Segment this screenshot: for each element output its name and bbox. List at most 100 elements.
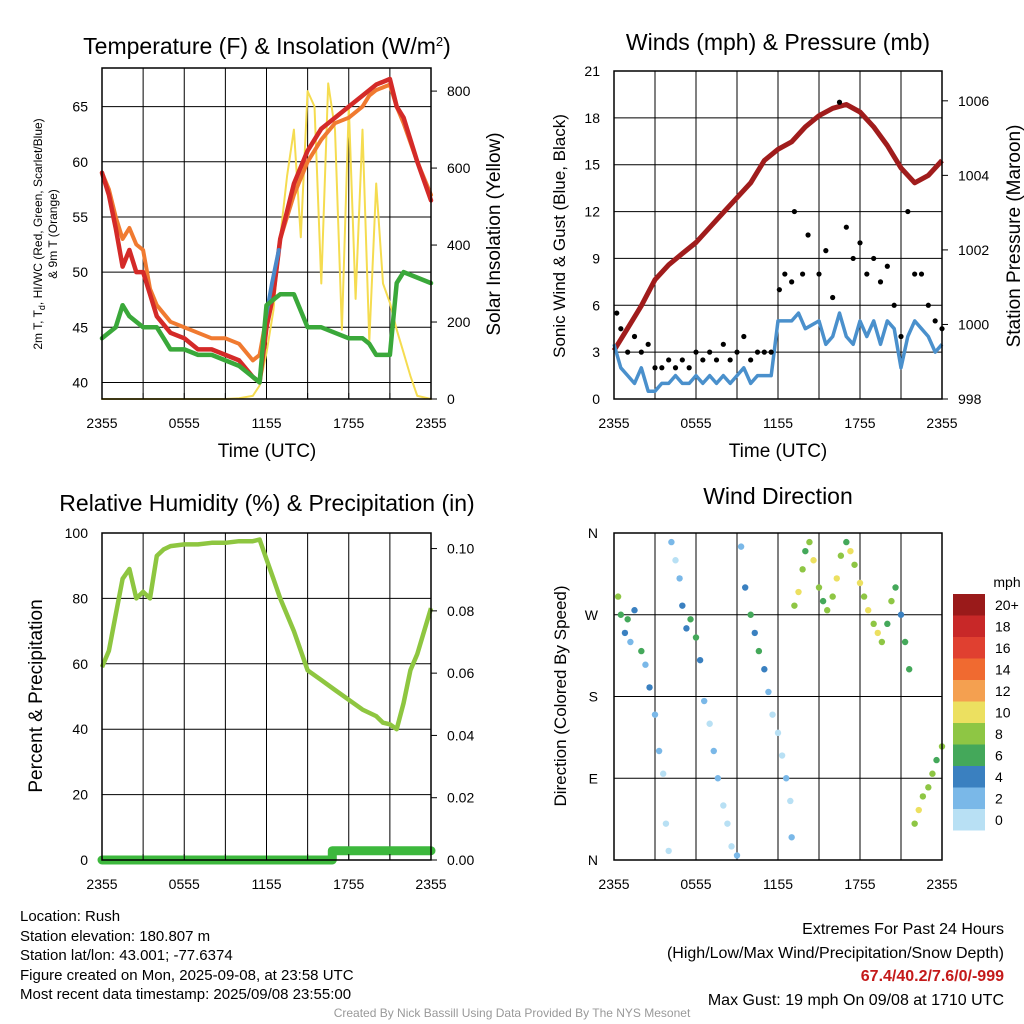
colorbar-label: 8 [995, 726, 1003, 742]
direction-point [724, 820, 731, 827]
dir-y-tick-label: N [588, 525, 598, 541]
colorbar-swatch [953, 766, 985, 788]
colorbar-swatch [953, 594, 985, 616]
direction-point [802, 547, 809, 555]
wind-x-axis-label: Time (UTC) [729, 441, 828, 462]
direction-point [860, 593, 868, 600]
rh-x-tick-label: 2355 [86, 876, 117, 892]
direction-point [870, 620, 877, 628]
gust-point [918, 271, 925, 277]
direction-point [631, 607, 638, 614]
direction-point [829, 593, 836, 600]
gust-point [748, 357, 754, 363]
dir-x-tick-label: 1155 [763, 876, 793, 892]
direction-point [824, 607, 831, 614]
direction-point [683, 625, 690, 632]
wind-y2-tick-label: 1002 [958, 242, 989, 258]
gust-point [638, 349, 644, 355]
direction-point [692, 634, 700, 641]
rh-x-tick-label: 2355 [415, 876, 446, 892]
gust-point [791, 208, 798, 215]
direction-point [755, 647, 763, 655]
rh-y2-tick-label: 0.04 [447, 727, 474, 743]
direction-point [765, 688, 772, 696]
gust-point [659, 365, 665, 371]
direction-point [815, 584, 823, 591]
temp-y2-axis-label: Solar Insolation (Yellow) [484, 132, 505, 335]
wind-x-tick-label: 0555 [680, 415, 711, 431]
gust-point [761, 349, 767, 355]
wind-x-tick-label: 2355 [598, 415, 629, 431]
wind-y-tick-label: 15 [584, 157, 600, 173]
temp-panel-title: Temperature (F) & Insolation (W/m2) [83, 33, 451, 59]
wind-y2-tick-label: 1004 [958, 167, 989, 183]
dir-x-tick-label: 2355 [926, 876, 957, 892]
wind-x-tick-label: 1755 [844, 415, 875, 431]
direction-point [617, 611, 625, 618]
humidity-precip-panel: Relative Humidity (%) & Precipitation (i… [26, 490, 475, 892]
direction-point [888, 597, 895, 605]
direction-point [646, 684, 653, 691]
direction-point [810, 557, 817, 564]
rh-y-tick-label: 100 [65, 525, 89, 541]
temp-x-tick-label: 2355 [86, 415, 117, 431]
direction-point [774, 729, 782, 737]
wind-y2-axis-label: Station Pressure (Maroon) [1004, 125, 1024, 348]
gust-point [925, 302, 931, 308]
gust-point [700, 357, 706, 363]
gust-point [871, 255, 877, 262]
dir-y-tick-label: W [585, 607, 599, 623]
rh-series-line [99, 537, 434, 732]
extremes-heading: Extremes For Past 24 Hours [802, 921, 1004, 938]
direction-point [638, 647, 645, 655]
gust-point [652, 365, 658, 371]
rh-y2-tick-label: 0.06 [447, 665, 474, 681]
gust-point [672, 365, 679, 371]
wind-pressure-panel: Winds (mph) & Pressure (mb) 2355 0555 1155… [550, 29, 1024, 462]
direction-point [714, 775, 722, 782]
gust-point [631, 333, 638, 340]
direction-point [687, 616, 694, 623]
direction-point [851, 561, 858, 568]
rh-panel-title: Relative Humidity (%) & Precipitation (i… [59, 490, 474, 516]
gust-point [645, 341, 651, 347]
direction-point [679, 602, 686, 609]
rh-x-tick-label: 1755 [333, 876, 364, 892]
gust-point [850, 255, 856, 262]
gust-point [830, 294, 836, 301]
direction-point [733, 852, 741, 859]
direction-point [791, 602, 798, 609]
temp-y2-tick-label: 800 [447, 83, 471, 99]
wind-y2-tick-label: 1000 [958, 316, 989, 332]
rh-y2-tick-label: 0.08 [447, 603, 474, 619]
direction-point [665, 847, 672, 855]
colorbar-label: 10 [995, 705, 1011, 721]
gust-point [776, 287, 782, 293]
colorbar-label: 4 [995, 769, 1003, 785]
temp-x-tick-label: 1155 [251, 415, 281, 431]
gust-point [912, 271, 918, 277]
direction-point [614, 593, 622, 600]
direction-point [833, 575, 840, 582]
gust-point [789, 279, 795, 285]
direction-point [642, 661, 649, 668]
temp-y2-tick-label: 600 [447, 160, 471, 176]
gust-point [666, 357, 672, 363]
wind-y2-tick-label: 1006 [958, 93, 989, 109]
colorbar-label: 18 [995, 619, 1011, 635]
direction-point [720, 802, 727, 809]
direction-point [865, 607, 872, 614]
dir-panel-title: Wind Direction [703, 483, 853, 509]
wind-y-tick-label: 9 [592, 250, 600, 266]
direction-point [710, 747, 717, 755]
gust-point [707, 349, 713, 355]
gust-point [884, 263, 890, 269]
rh-y2-tick-label: 0.02 [447, 790, 474, 806]
gust-point [816, 271, 822, 277]
dewpoint-series-line [99, 269, 434, 385]
direction-point [627, 638, 634, 646]
direction-point [911, 820, 918, 827]
temp-x-tick-label: 0555 [169, 415, 200, 431]
direction-point [655, 747, 663, 755]
temp-y2-tick-label: 400 [447, 237, 471, 253]
